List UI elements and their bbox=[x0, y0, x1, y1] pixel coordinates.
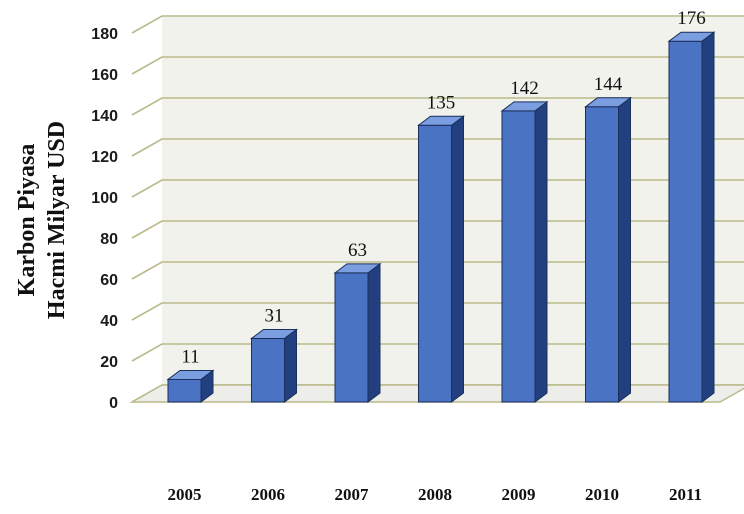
bar-front bbox=[418, 124, 452, 403]
x-category-label-2005: 2005 bbox=[168, 485, 202, 504]
bar-front bbox=[251, 337, 285, 403]
bar-top bbox=[417, 115, 465, 126]
y-tick-label: 160 bbox=[91, 67, 118, 84]
gridline bbox=[131, 261, 744, 280]
x-category-label-2006: 2006 bbox=[251, 485, 285, 504]
bar-side bbox=[451, 115, 464, 403]
gridline bbox=[131, 302, 744, 321]
bar-top bbox=[667, 31, 716, 42]
gridline bbox=[131, 15, 744, 34]
x-axis-categories: 2005 2006 2007 2008 2009 2010 2011 bbox=[168, 485, 703, 504]
bar-2005 bbox=[166, 369, 215, 403]
gridline bbox=[131, 97, 744, 116]
data-label-2007: 63 bbox=[348, 240, 367, 261]
bar-2010 bbox=[584, 96, 632, 403]
data-label-2009: 142 bbox=[510, 78, 539, 99]
bar-top bbox=[250, 328, 298, 339]
bar-side bbox=[284, 328, 297, 403]
bar-top bbox=[333, 263, 382, 274]
x-category-label-2011: 2011 bbox=[669, 485, 702, 504]
y-tick-label: 40 bbox=[100, 313, 118, 330]
gridline bbox=[131, 220, 744, 239]
gridline bbox=[131, 179, 744, 198]
data-label-2005: 11 bbox=[181, 346, 199, 367]
bar-front bbox=[501, 110, 536, 403]
y-tick-label: 100 bbox=[91, 190, 118, 207]
gridline bbox=[131, 138, 744, 157]
bar-top bbox=[500, 101, 549, 112]
bar-top bbox=[584, 97, 632, 108]
y-tick-label: 120 bbox=[91, 149, 118, 166]
bars bbox=[166, 31, 716, 403]
bar-2007 bbox=[333, 262, 382, 403]
bar-front bbox=[334, 272, 369, 403]
x-category-label-2007: 2007 bbox=[335, 485, 370, 504]
y-axis-label-line-1: Karbon Piyasa bbox=[14, 144, 40, 297]
data-label-2010: 144 bbox=[594, 74, 623, 95]
bar-side bbox=[701, 31, 715, 403]
x-category-label-2009: 2009 bbox=[502, 485, 536, 504]
data-labels: 11 31 63 135 142 144 176 bbox=[181, 8, 705, 367]
data-label-2006: 31 bbox=[265, 305, 284, 326]
bar-front bbox=[585, 106, 619, 403]
bar-side bbox=[534, 100, 548, 403]
bar-top bbox=[166, 369, 215, 380]
y-tick-label: 180 bbox=[91, 26, 118, 43]
gridline bbox=[131, 343, 744, 362]
bar-2009 bbox=[500, 100, 549, 403]
y-tick-label: 20 bbox=[100, 354, 118, 371]
y-tick-label: 140 bbox=[91, 108, 118, 125]
data-label-2011: 176 bbox=[677, 8, 706, 29]
x-category-label-2010: 2010 bbox=[585, 485, 619, 504]
bar-side bbox=[367, 262, 381, 403]
y-tick-label: 0 bbox=[109, 395, 118, 412]
y-axis-ticks: 0 20 40 60 80 100 120 140 160 180 bbox=[91, 26, 118, 412]
bar-side bbox=[618, 96, 631, 403]
y-axis-label-line-2: Hacmi Milyar USD bbox=[44, 121, 70, 319]
bar-front bbox=[668, 40, 703, 403]
y-tick-label: 80 bbox=[100, 231, 118, 248]
bar-2006 bbox=[250, 328, 298, 403]
data-label-2008: 135 bbox=[427, 92, 456, 113]
x-category-label-2008: 2008 bbox=[418, 485, 452, 504]
bar-front bbox=[167, 378, 202, 403]
bar-2008 bbox=[417, 115, 465, 403]
bar-2011 bbox=[667, 31, 716, 403]
gridline bbox=[131, 56, 744, 75]
y-tick-label: 60 bbox=[100, 272, 118, 289]
